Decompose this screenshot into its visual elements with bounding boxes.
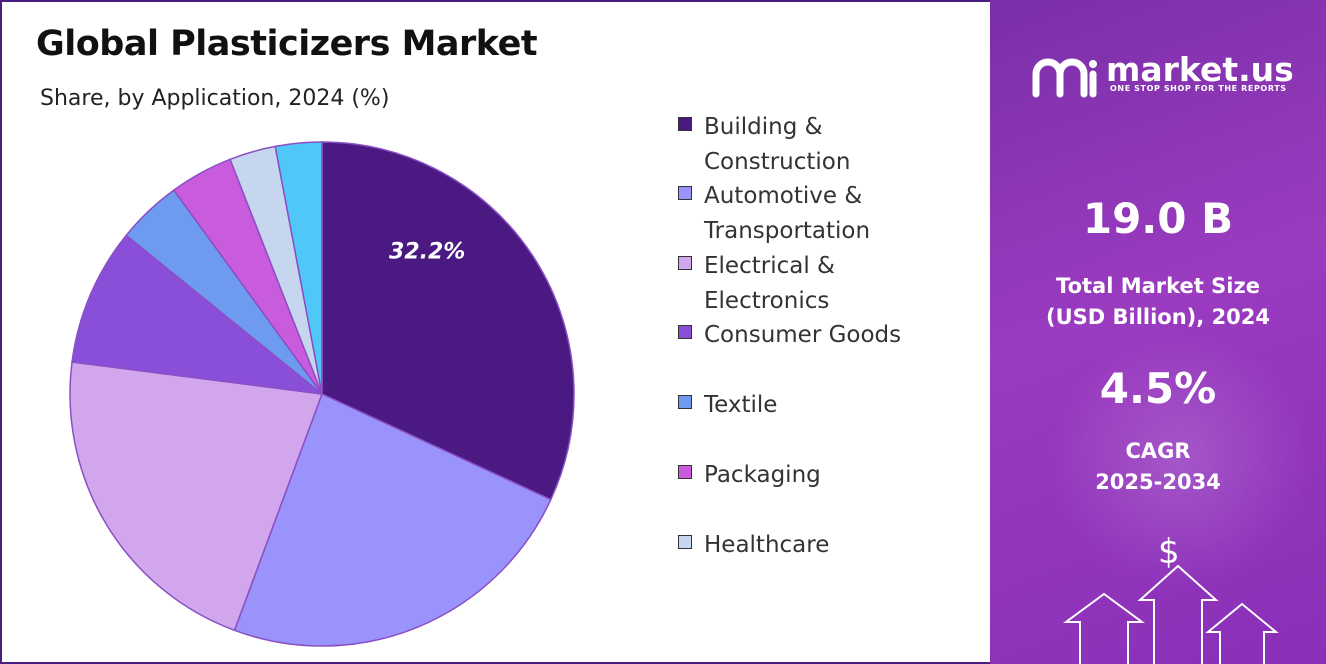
pie-slice <box>321 141 575 501</box>
legend-label: Building & Construction <box>704 110 954 180</box>
chart-subtitle: Share, by Application, 2024 (%) <box>40 86 390 111</box>
pie-chart: 32.2% <box>69 141 575 647</box>
pie-data-label: 32.2% <box>389 240 465 265</box>
legend-swatch <box>678 465 692 479</box>
dollar-icon: $ <box>1158 532 1180 572</box>
market-us-logo-icon <box>1032 58 1097 98</box>
legend-swatch <box>678 535 692 549</box>
cagr-label-line: CAGR <box>1125 439 1191 463</box>
market-size-label-line: Total Market Size <box>1056 274 1260 298</box>
chart-title: Global Plasticizers Market <box>36 24 538 64</box>
market-size-label: Total Market Size (USD Billion), 2024 <box>990 271 1326 333</box>
legend-label-line: Healthcare <box>704 532 830 558</box>
legend-label: Textile <box>704 388 954 423</box>
legend-swatch <box>678 117 692 131</box>
legend-label-line: Automotive & <box>704 183 863 209</box>
legend-label-line: Construction <box>704 149 851 175</box>
legend-swatch <box>678 325 692 339</box>
chart-panel: Global Plasticizers Market Share, by App… <box>2 2 988 662</box>
legend-label: Healthcare <box>704 528 954 563</box>
legend-label-line: Building & <box>704 114 823 140</box>
pie-slice <box>233 392 552 647</box>
pie-slice <box>69 361 324 632</box>
legend-label-line: Electrical & <box>704 253 835 279</box>
up-arrow-icon <box>1062 564 1279 664</box>
brand-tagline: ONE STOP SHOP FOR THE REPORTS <box>1110 84 1287 93</box>
legend-label: Automotive & Transportation <box>704 179 954 249</box>
legend: Building & Construction Automotive & Tra… <box>678 2 978 662</box>
cagr-label-line: 2025-2034 <box>1095 470 1221 494</box>
cagr-value: 4.5% <box>1099 364 1217 413</box>
cagr-label: CAGR 2025-2034 <box>990 436 1326 498</box>
legend-label: Consumer Goods <box>704 318 954 353</box>
background-glow <box>1050 330 1310 590</box>
pie-slice <box>71 234 325 396</box>
legend-label: Packaging <box>704 458 954 493</box>
legend-label-line: Transportation <box>704 218 871 244</box>
market-size-label-line: (USD Billion), 2024 <box>1045 305 1271 329</box>
legend-swatch <box>678 256 692 270</box>
brand-name: market.us <box>1106 50 1294 89</box>
legend-label: Electrical & Electronics <box>704 249 954 319</box>
brand-logo: market.us ONE STOP SHOP FOR THE REPORTS <box>1032 50 1312 110</box>
legend-swatch <box>678 395 692 409</box>
market-size-value: 19.0 B <box>1082 194 1234 243</box>
summary-panel: market.us ONE STOP SHOP FOR THE REPORTS … <box>990 0 1326 664</box>
legend-swatch <box>678 186 692 200</box>
legend-label-line: Textile <box>704 392 778 418</box>
legend-label-line: Packaging <box>704 462 821 488</box>
legend-label-line: Electronics <box>704 288 830 314</box>
pie-slice <box>274 141 323 395</box>
legend-label-line: Consumer Goods <box>704 322 902 348</box>
